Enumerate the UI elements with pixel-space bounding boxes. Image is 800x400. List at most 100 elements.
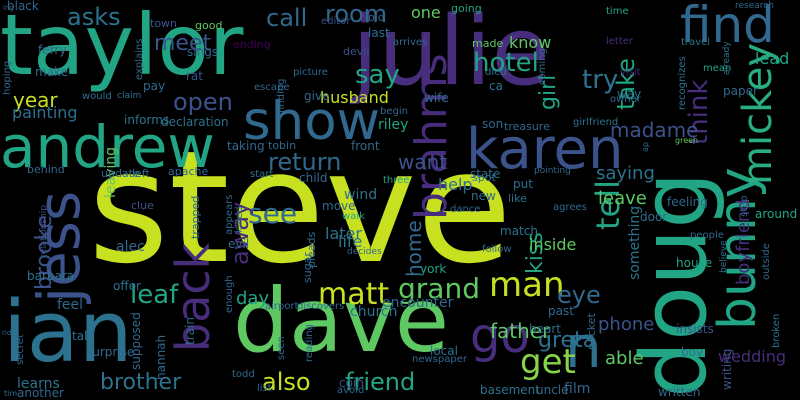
word-follow: follow (482, 244, 512, 255)
word-behind: behind (27, 163, 65, 176)
word-ian: ian (3, 283, 133, 382)
word-painting: painting (12, 103, 78, 122)
word-help: help (438, 175, 473, 194)
word-pointing: pointing (534, 166, 571, 176)
word-grand: grand (398, 272, 480, 305)
word-life: life (338, 232, 363, 251)
word-tiny3: ap (641, 142, 650, 152)
word-left: left (132, 167, 150, 180)
word-uncle: uncle (536, 383, 569, 397)
word-wife: wife (424, 91, 449, 105)
word-lead: lead (755, 49, 790, 68)
word-paper: paper (723, 84, 758, 98)
word-reading: reading (304, 324, 315, 362)
word-around: around (755, 207, 798, 221)
word-coming: coming (537, 48, 548, 85)
word-andrew: andrew (0, 113, 215, 181)
word-encounter: encounter (382, 295, 454, 311)
word-york: york (420, 262, 447, 276)
word-also: also (262, 368, 311, 396)
word-seen: seen (276, 336, 287, 360)
word-taking: taking (227, 139, 265, 153)
word-decides: decides (347, 247, 382, 257)
word-writing: writing (720, 348, 734, 390)
word-ending: ending (233, 38, 271, 51)
word-died: died (485, 67, 507, 78)
word-pay: pay (143, 79, 166, 93)
word-tobin: tobin (268, 139, 297, 152)
word-outside: outside (761, 243, 772, 280)
word-say: say (355, 60, 400, 90)
word-ca: ca (489, 79, 503, 93)
word-like: like (508, 192, 527, 205)
word-wind: wind (344, 187, 378, 203)
word-travel: travel (681, 37, 711, 48)
word-boy: boy (681, 345, 704, 359)
word-good: good (195, 19, 223, 32)
word-spot: spot (472, 171, 496, 184)
word-made: made (472, 37, 504, 50)
word-able: able (605, 348, 644, 369)
word-believe: believe (719, 240, 729, 273)
word-clue: clue (131, 199, 154, 212)
word-owner: owner (610, 94, 641, 105)
word-declaration: declaration (161, 115, 229, 129)
word-hotel: hotel (473, 48, 539, 78)
word-open: open (173, 88, 233, 116)
word-treasure: treasure (504, 120, 550, 133)
word-pocket: pocket (585, 313, 598, 350)
word-evil: evil (228, 237, 250, 251)
word-go: go (470, 308, 530, 364)
word-brahms: brahms (406, 53, 457, 220)
word-return: return (268, 148, 342, 176)
word-coin: coin (339, 376, 364, 390)
word-barbara: barbara (27, 269, 75, 283)
word-relationship: relationship (39, 205, 49, 258)
word-basement: basement (480, 383, 540, 397)
word-past: past (548, 304, 574, 318)
word-discovers: discovers (297, 301, 345, 312)
word-inside: inside (529, 235, 577, 254)
word-escape: escape (254, 82, 290, 93)
word-explains: explains (134, 38, 145, 80)
word-picture: picture (293, 67, 328, 78)
word-want: want (398, 150, 448, 174)
word-phone: phone (598, 314, 655, 335)
word-would: would (82, 91, 112, 102)
word-son: son (482, 117, 504, 131)
word-child: child (299, 171, 328, 185)
word-try: try (582, 65, 619, 95)
word-put: put (513, 177, 533, 191)
word-start: start (250, 169, 274, 180)
word-way: way (617, 87, 642, 101)
word-begin: begin (380, 106, 408, 117)
word-leaf: leaf (130, 280, 179, 310)
word-time: time (606, 6, 629, 17)
word-greta: greta (538, 328, 597, 353)
word-state: state (470, 167, 501, 181)
word-airport: airport (265, 301, 299, 312)
word-rat: rat (186, 69, 203, 83)
word-apache: apache (168, 165, 209, 178)
word-editor: editor (321, 16, 351, 27)
word-offer: offer (113, 279, 141, 293)
word-going: going (451, 2, 482, 15)
word-three: three (383, 175, 410, 186)
word-broken: broken (771, 313, 782, 348)
word-written: written (658, 385, 701, 399)
word-agrees: agrees (553, 202, 587, 213)
word-dave: dave (233, 269, 450, 372)
word-claim: claim (117, 91, 142, 101)
word-match: match (500, 224, 538, 238)
word-meet: meet (154, 31, 212, 56)
word-avoid: avoid (337, 385, 365, 396)
word-train: train (183, 317, 197, 345)
word-find: find (680, 0, 775, 54)
word-black: black (7, 0, 39, 13)
word-step: step (739, 195, 750, 217)
word-asks: asks (67, 3, 121, 31)
word-give: give (304, 89, 330, 103)
word-show: show (243, 91, 380, 152)
word-father: father (490, 319, 551, 343)
